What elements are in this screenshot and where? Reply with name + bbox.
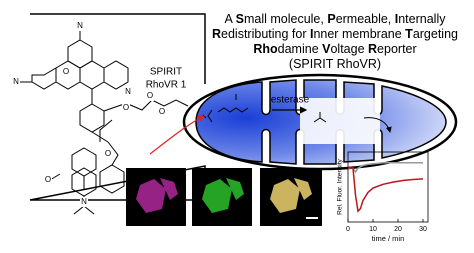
- molecule: [20, 30, 189, 215]
- plot-frame: [347, 151, 429, 223]
- title-line: Redistributing for Inner membrane Target…: [212, 27, 458, 41]
- atom-bg: [44, 175, 52, 185]
- title-segment: (SPIRIT RhoVR): [289, 57, 381, 71]
- atom-bg: [80, 197, 88, 207]
- localization-arrow: [149, 115, 206, 155]
- title-segment: ermeable,: [336, 12, 395, 26]
- title-segment: R: [212, 27, 221, 41]
- atom-label: O: [159, 107, 165, 116]
- x-tick-label: 0: [346, 226, 350, 233]
- atom-label: N: [125, 87, 131, 96]
- atom-bg: [62, 67, 70, 77]
- atom-bg: [12, 77, 20, 87]
- atom-bg: [122, 103, 130, 113]
- title-segment: nternally: [398, 12, 446, 26]
- title-segment: eporter: [377, 42, 417, 56]
- title-segment: R: [368, 42, 377, 56]
- atom-label: N: [77, 21, 83, 30]
- atom-label: O: [63, 67, 69, 76]
- title-segment: oltage: [330, 42, 368, 56]
- trace: [348, 162, 423, 174]
- atom-bg: [158, 107, 166, 117]
- atom-label: N: [13, 77, 19, 86]
- title-segment: I: [310, 27, 313, 41]
- title-segment: I: [395, 12, 398, 26]
- title-line: Rhodamine Voltage Reporter: [253, 42, 416, 56]
- y-axis-label: Rel. Fluor. Intensity: [337, 158, 344, 214]
- enzyme-label: esterase: [271, 95, 310, 106]
- atom-label: O: [123, 103, 129, 112]
- title-segment: S: [236, 12, 244, 26]
- title-segment: argeting: [413, 27, 458, 41]
- title-segment: Rho: [253, 42, 278, 56]
- atom-bg: [146, 91, 154, 101]
- title-line: (SPIRIT RhoVR): [289, 57, 381, 71]
- title-segment: T: [405, 27, 413, 41]
- x-axis-label: time / min: [372, 234, 405, 243]
- title-segment: P: [327, 12, 335, 26]
- atom-label: N: [81, 197, 87, 206]
- title-segment: mall molecule,: [244, 12, 327, 26]
- compound-name: SPIRIT: [150, 67, 182, 78]
- diffusion-arrow: [363, 117, 392, 133]
- atom-bg: [104, 149, 112, 159]
- title-line: A Small molecule, Permeable, Internally: [225, 12, 447, 26]
- title-segment: nner membrane: [313, 27, 405, 41]
- atom-bg: [124, 87, 132, 97]
- x-tick-label: 20: [394, 226, 402, 233]
- atom-label: O: [105, 149, 111, 158]
- ester-sketch: [202, 94, 249, 123]
- acid-sketch: [313, 112, 327, 123]
- title-segment: edistributing for: [221, 27, 310, 41]
- trace: [348, 167, 424, 213]
- x-tick-label: 10: [369, 226, 377, 233]
- x-tick-label: 30: [419, 226, 427, 233]
- atom-label: O: [147, 91, 153, 100]
- title-segment: A: [225, 12, 236, 26]
- matrix-highlight: [300, 98, 380, 144]
- atom-label: O: [45, 175, 51, 184]
- title-segment: V: [322, 42, 331, 56]
- title-segment: damine: [278, 42, 322, 56]
- atom-bg: [76, 21, 84, 31]
- compound-name: RhoVR 1: [146, 80, 187, 91]
